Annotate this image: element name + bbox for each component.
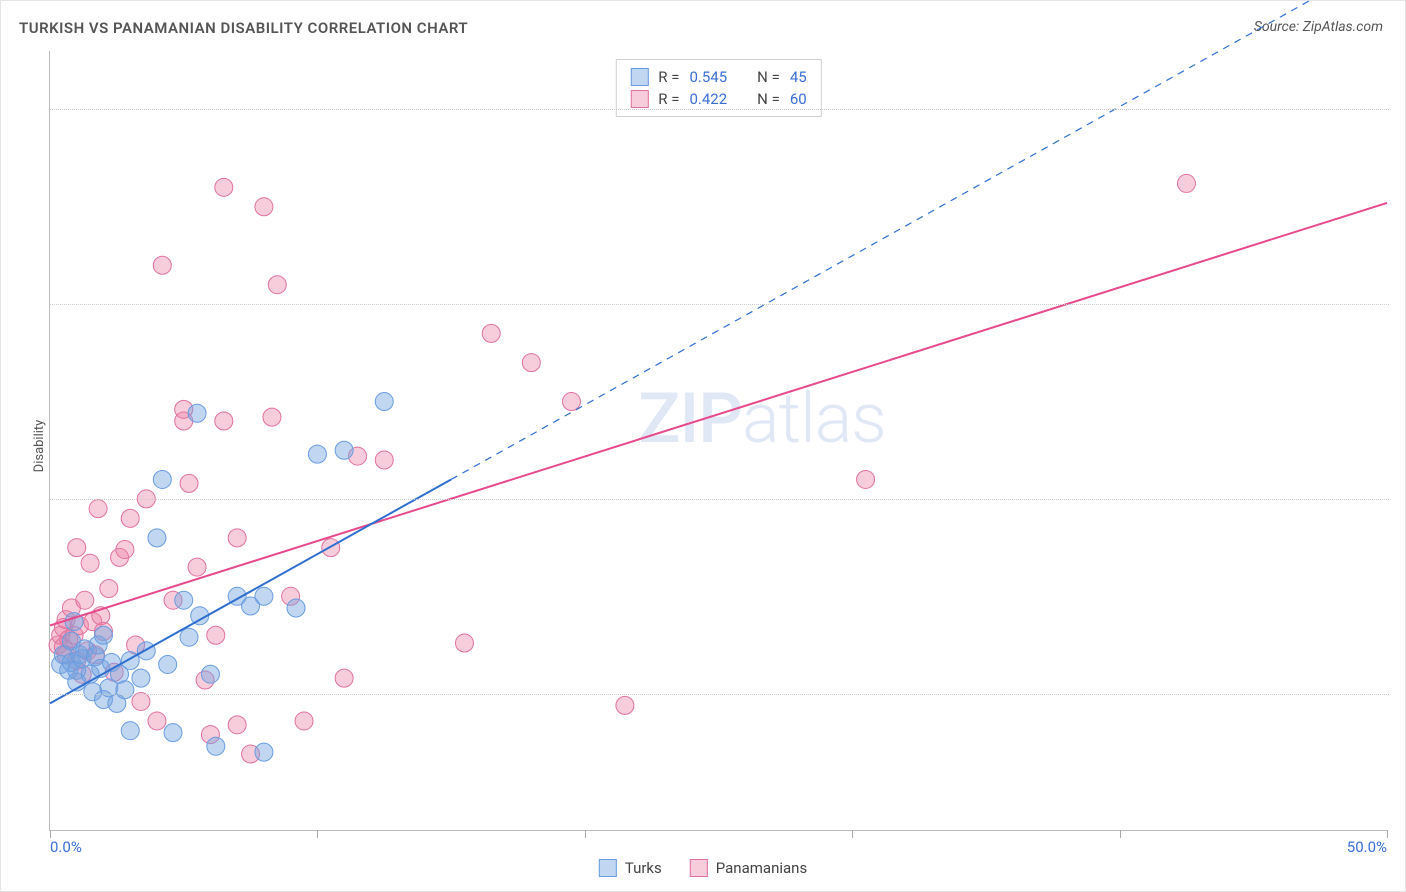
x-tick: [852, 830, 853, 838]
series-legend-item: Panamanians: [690, 859, 807, 877]
y-axis-label: Disability: [32, 420, 47, 473]
legend-swatch: [599, 859, 617, 877]
data-point-panamanians: [335, 669, 353, 687]
data-point-panamanians: [562, 393, 580, 411]
series-legend-label: Turks: [625, 859, 662, 877]
trendline: [50, 203, 1387, 626]
data-point-panamanians: [215, 412, 233, 430]
x-tick-label: 0.0%: [50, 838, 82, 856]
series-legend-label: Panamanians: [716, 859, 807, 877]
data-point-panamanians: [228, 716, 246, 734]
data-point-turks: [287, 599, 305, 617]
x-tick-label: 50.0%: [1347, 838, 1387, 856]
data-point-turks: [375, 393, 393, 411]
data-point-panamanians: [616, 696, 634, 714]
scatter-svg: [50, 51, 1387, 830]
x-tick: [1387, 830, 1388, 838]
gridline: [50, 499, 1389, 500]
legend-n-label: N =: [757, 68, 780, 86]
data-point-turks: [180, 628, 198, 646]
trendline-extrapolated: [451, 0, 1387, 479]
correlation-legend: R = 0.545 N = 45 R = 0.422 N = 60: [615, 59, 821, 117]
data-point-panamanians: [268, 276, 286, 294]
data-point-panamanians: [89, 500, 107, 518]
data-point-turks: [175, 591, 193, 609]
legend-row: R = 0.422 N = 60: [630, 88, 806, 110]
legend-n-value: 60: [790, 90, 807, 108]
x-tick: [585, 830, 586, 838]
chart-title: TURKISH VS PANAMANIAN DISABILITY CORRELA…: [19, 19, 468, 37]
data-point-panamanians: [215, 178, 233, 196]
y-tick-label: 40.0%: [1393, 100, 1406, 118]
legend-r-label: R =: [658, 68, 679, 86]
data-point-panamanians: [522, 354, 540, 372]
y-tick-label: 20.0%: [1393, 490, 1406, 508]
data-point-panamanians: [263, 408, 281, 426]
series-legend: Turks Panamanians: [599, 859, 807, 877]
y-tick-label: 30.0%: [1393, 295, 1406, 313]
data-point-panamanians: [121, 509, 139, 527]
data-point-turks: [335, 441, 353, 459]
data-point-panamanians: [255, 198, 273, 216]
legend-swatch: [630, 90, 648, 108]
data-point-panamanians: [148, 712, 166, 730]
data-point-panamanians: [116, 541, 134, 559]
x-tick: [50, 830, 51, 838]
data-point-turks: [255, 587, 273, 605]
data-point-turks: [132, 669, 150, 687]
data-point-panamanians: [375, 451, 393, 469]
data-point-panamanians: [132, 692, 150, 710]
data-point-turks: [153, 470, 171, 488]
legend-swatch: [690, 859, 708, 877]
y-tick-label: 10.0%: [1393, 685, 1406, 703]
data-point-turks: [201, 665, 219, 683]
x-tick: [317, 830, 318, 838]
data-point-panamanians: [295, 712, 313, 730]
data-point-panamanians: [857, 470, 875, 488]
data-point-turks: [164, 724, 182, 742]
plot-area: ZIPatlas R =0.545N =45R =0.422N =60 10.0…: [49, 51, 1387, 831]
legend-n-value: 45: [790, 68, 807, 86]
data-point-panamanians: [188, 558, 206, 576]
data-point-turks: [121, 722, 139, 740]
legend-row: R = 0.545 N = 45: [630, 66, 806, 88]
data-point-panamanians: [68, 539, 86, 557]
legend-r-value: 0.545: [689, 68, 727, 86]
data-point-turks: [308, 445, 326, 463]
legend-swatch: [630, 68, 648, 86]
data-point-turks: [148, 529, 166, 547]
data-point-panamanians: [180, 474, 198, 492]
x-tick: [1120, 830, 1121, 838]
legend-n-label: N =: [757, 90, 780, 108]
data-point-turks: [137, 642, 155, 660]
data-point-panamanians: [207, 626, 225, 644]
data-point-panamanians: [455, 634, 473, 652]
gridline: [50, 109, 1389, 110]
data-point-panamanians: [153, 256, 171, 274]
data-point-panamanians: [482, 324, 500, 342]
gridline: [50, 694, 1389, 695]
data-point-panamanians: [81, 554, 99, 572]
legend-r-value: 0.422: [689, 90, 727, 108]
data-point-turks: [255, 743, 273, 761]
data-point-panamanians: [100, 580, 118, 598]
series-legend-item: Turks: [599, 859, 662, 877]
data-point-panamanians: [76, 591, 94, 609]
data-point-turks: [94, 626, 112, 644]
legend-r-label: R =: [658, 90, 679, 108]
gridline: [50, 304, 1389, 305]
data-point-turks: [188, 404, 206, 422]
chart-container: TURKISH VS PANAMANIAN DISABILITY CORRELA…: [0, 0, 1406, 892]
data-point-panamanians: [228, 529, 246, 547]
data-point-turks: [159, 655, 177, 673]
data-point-panamanians: [1177, 174, 1195, 192]
data-point-turks: [116, 681, 134, 699]
data-point-turks: [207, 737, 225, 755]
